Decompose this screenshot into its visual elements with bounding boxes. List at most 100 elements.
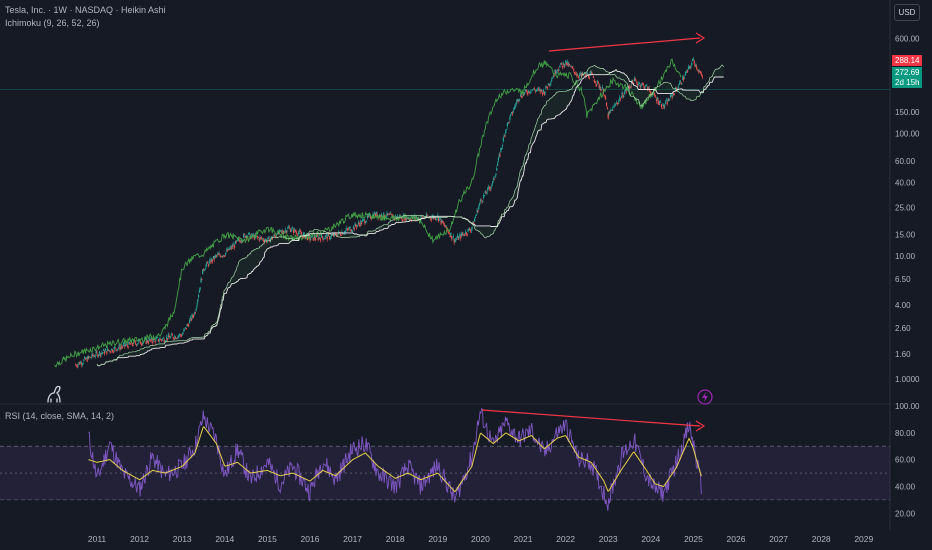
candle-body: [592, 76, 595, 79]
candle-body: [236, 240, 238, 241]
candle-body: [403, 217, 405, 221]
candle-body: [368, 214, 370, 216]
rsi-tick-label: 100.00: [895, 402, 920, 411]
candle-body: [698, 71, 700, 73]
currency-button[interactable]: USD: [894, 4, 920, 21]
candle-body: [691, 63, 693, 65]
candle-body: [320, 234, 323, 238]
candle-body: [475, 214, 477, 216]
candle-body: [221, 256, 223, 258]
candle-body: [646, 84, 648, 86]
candle-body: [280, 230, 282, 232]
candle-body: [279, 230, 282, 231]
candle-body: [466, 234, 468, 236]
candle-body: [510, 114, 512, 116]
candle-body: [365, 222, 367, 224]
candle-body: [172, 336, 174, 339]
candle-body: [659, 102, 661, 104]
candle-body: [126, 344, 128, 346]
candle-body: [477, 210, 479, 213]
candle-body: [319, 237, 321, 239]
candle-body: [562, 62, 564, 65]
rsi-tick-label: 60.00: [895, 456, 916, 465]
candle-body: [606, 107, 608, 110]
candle-body: [491, 185, 493, 187]
price-tick-label: 4.00: [895, 301, 911, 310]
candle-body: [500, 148, 502, 152]
candle-body: [539, 90, 541, 93]
candle-body: [586, 74, 588, 76]
candle-body: [149, 339, 151, 341]
candle-body: [111, 348, 113, 351]
candle-body: [248, 232, 250, 234]
candle-body: [550, 82, 552, 84]
candle-body: [256, 236, 259, 238]
candle-body: [311, 235, 313, 238]
candle-body: [349, 227, 351, 229]
candle-body: [389, 213, 391, 215]
candle-body: [192, 315, 194, 317]
candle-body: [548, 84, 550, 86]
candle-body: [161, 339, 163, 341]
candle-body: [339, 233, 341, 235]
candle-body: [206, 262, 209, 264]
candle-body: [555, 72, 558, 74]
candle-body: [122, 344, 124, 346]
candle-body: [470, 229, 472, 231]
candle-body: [465, 231, 467, 234]
candle-body: [101, 352, 103, 354]
candle-body: [216, 255, 218, 257]
candle-body: [653, 92, 655, 94]
dinosaur-logo-icon[interactable]: [44, 384, 66, 406]
candle-body: [292, 227, 294, 229]
candle-body: [107, 349, 110, 351]
candle-body: [203, 269, 205, 271]
candle-body: [243, 234, 245, 238]
candle-body: [357, 222, 359, 224]
candle-body: [646, 87, 649, 91]
ichimoku-legend[interactable]: Ichimoku (9, 26, 52, 26): [5, 18, 100, 28]
rsi-legend[interactable]: RSI (14, close, SMA, 14, 2): [5, 411, 115, 421]
candle-body: [263, 241, 265, 243]
candle-body: [561, 65, 563, 68]
candle-body: [181, 334, 183, 336]
candle-body: [632, 80, 634, 82]
candle-body: [329, 238, 332, 239]
candle-body: [516, 99, 518, 101]
candle-body: [299, 231, 301, 232]
candle-body: [152, 342, 154, 343]
candle-body: [696, 66, 698, 69]
candle-body: [467, 228, 469, 232]
candle-body: [531, 89, 533, 91]
candle-body: [682, 78, 685, 80]
candle-body: [672, 93, 674, 96]
candle-body: [84, 357, 86, 359]
candle-body: [234, 245, 236, 248]
time-tick-label: 2019: [428, 534, 447, 544]
candle-body: [565, 60, 567, 63]
candle-body: [524, 92, 526, 94]
price-trend-line: [548, 37, 701, 52]
candle-body: [453, 239, 455, 243]
candle-body: [542, 92, 544, 95]
candle-body: [173, 338, 175, 340]
candle-body: [700, 72, 702, 74]
candle-body: [689, 66, 691, 68]
candle-body: [495, 173, 497, 175]
candle-body: [99, 353, 101, 357]
candle-body: [617, 103, 619, 105]
lightning-icon[interactable]: [697, 389, 713, 405]
candle-body: [202, 269, 204, 275]
candle-body: [146, 339, 148, 342]
candle-body: [614, 104, 616, 106]
candle-body: [106, 351, 108, 354]
candle-body: [650, 92, 652, 94]
symbol-legend[interactable]: Tesla, Inc. · 1W · NASDAQ · Heikin Ashi: [5, 5, 166, 15]
candle-body: [202, 269, 205, 271]
candle-body: [628, 86, 630, 88]
candle-body: [245, 235, 247, 237]
candle-body: [685, 72, 687, 74]
candle-body: [342, 233, 344, 235]
time-tick-label: 2024: [641, 534, 660, 544]
